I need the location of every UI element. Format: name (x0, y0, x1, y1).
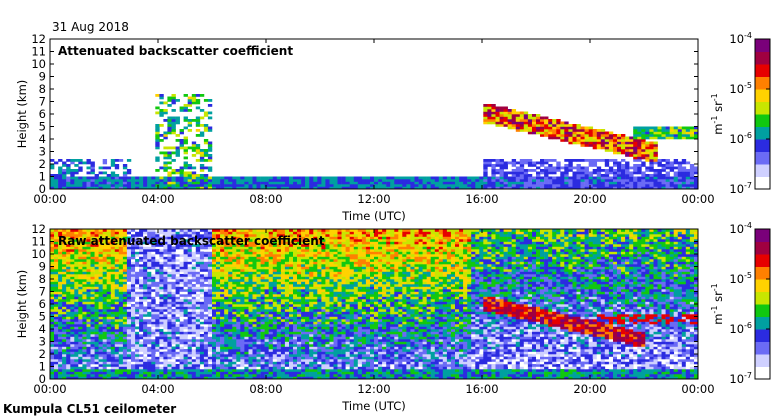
x-tick-label: 00:00 (33, 192, 66, 206)
colorbar-tick-label: 10-4 (729, 221, 752, 236)
y-tick-label: 4 (39, 322, 46, 336)
y-tick-label: 6 (39, 107, 46, 121)
y-tick-label: 4 (39, 132, 46, 146)
y-tick-label: 10 (31, 247, 46, 261)
colorbar-step (755, 366, 770, 380)
colorbar-step (755, 304, 770, 317)
colorbar-step (755, 176, 770, 190)
y-tick-label: 6 (39, 297, 46, 311)
y-tick-label: 5 (39, 120, 46, 134)
colorbar-step (755, 341, 770, 355)
y-tick-label: 2 (39, 157, 46, 171)
date-label: 31 Aug 2018 (52, 20, 129, 34)
colorbar-tick-label: 10-5 (729, 271, 752, 286)
colorbar-frame (754, 228, 771, 380)
x-tick-label: 00:00 (681, 192, 714, 206)
y-tick-label: 10 (31, 57, 46, 71)
colorbar-tick-label: 10-4 (729, 31, 752, 46)
y-tick-label: 12 (31, 32, 46, 46)
colorbar-step (755, 279, 770, 292)
colorbar-unit-label: m-1 sr-1 (710, 93, 725, 135)
x-tick-label: 08:00 (249, 382, 282, 396)
colorbar-step (755, 151, 770, 165)
y-axis-label: Height (km) (15, 270, 29, 339)
colorbar-step (755, 266, 770, 280)
y-tick-label: 8 (39, 272, 46, 286)
colorbar-tick-label: 10-6 (729, 321, 752, 336)
colorbar-tick-label: 10-7 (729, 181, 752, 196)
x-tick-label: 16:00 (465, 192, 498, 206)
x-tick-label: 08:00 (249, 192, 282, 206)
colorbar-unit-label: m-1 sr-1 (710, 283, 725, 325)
colorbar-step (755, 354, 770, 367)
colorbar-step (755, 241, 770, 255)
x-tick-label: 20:00 (573, 192, 606, 206)
panel-title: Raw attenuated backscatter coefficient (58, 234, 325, 248)
y-tick-label: 3 (39, 335, 46, 349)
colorbar-step (755, 254, 770, 267)
colorbar-step (755, 64, 770, 77)
colorbar: 10-4 10-5 10-6 10-7 m-1 sr-1 (710, 31, 771, 196)
colorbar-tick-label: 10-7 (729, 371, 752, 386)
x-tick-label: 04:00 (141, 382, 174, 396)
colorbar-step (755, 316, 770, 330)
colorbar-step (755, 51, 770, 65)
colorbar-tick-label: 10-6 (729, 131, 752, 146)
panel-title: Attenuated backscatter coefficient (58, 44, 293, 58)
y-tick-label: 9 (39, 70, 46, 84)
colorbar-tick-label: 10-5 (729, 81, 752, 96)
heatmap-cells (50, 229, 699, 380)
colorbar-step (755, 39, 770, 52)
colorbar-frame (754, 38, 771, 190)
x-axis-label: Time (UTC) (341, 399, 406, 413)
y-tick-label: 1 (39, 170, 46, 184)
colorbar-step (755, 101, 770, 115)
colorbar-step (755, 89, 770, 102)
colorbar-step (755, 126, 770, 140)
colorbar: 10-4 10-5 10-6 10-7 m-1 sr-1 (710, 221, 771, 386)
colorbar-step (755, 164, 770, 177)
colorbar-step (755, 139, 770, 152)
y-tick-label: 11 (31, 235, 46, 249)
y-tick-label: 0 (39, 182, 46, 196)
colorbar-step (755, 76, 770, 90)
y-tick-label: 1 (39, 360, 46, 374)
y-tick-label: 11 (31, 45, 46, 59)
y-tick-label: 7 (39, 285, 46, 299)
y-axis-label: Height (km) (15, 80, 29, 149)
y-tick-label: 9 (39, 260, 46, 274)
y-tick-label: 0 (39, 372, 46, 386)
colorbar-step (755, 329, 770, 342)
x-axis-label: Time (UTC) (341, 209, 406, 223)
x-tick-label: 00:00 (681, 382, 714, 396)
colorbar-step (755, 114, 770, 127)
y-tick-label: 3 (39, 145, 46, 159)
colorbar-step (755, 291, 770, 305)
y-tick-label: 12 (31, 222, 46, 236)
y-tick-label: 8 (39, 82, 46, 96)
x-tick-label: 16:00 (465, 382, 498, 396)
y-tick-label: 7 (39, 95, 46, 109)
x-tick-label: 04:00 (141, 192, 174, 206)
colorbar-step (755, 229, 770, 242)
x-tick-label: 00:00 (33, 382, 66, 396)
station-label: Kumpula CL51 ceilometer (3, 402, 177, 416)
y-tick-label: 5 (39, 310, 46, 324)
x-tick-label: 12:00 (357, 192, 390, 206)
x-tick-label: 12:00 (357, 382, 390, 396)
heatmap-cells (50, 94, 699, 190)
x-tick-label: 20:00 (573, 382, 606, 396)
y-tick-label: 2 (39, 347, 46, 361)
